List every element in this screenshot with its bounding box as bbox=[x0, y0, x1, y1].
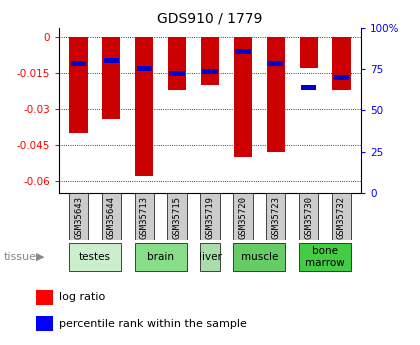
Bar bbox=[168, 37, 186, 90]
Bar bbox=[69, 37, 87, 133]
FancyBboxPatch shape bbox=[69, 243, 121, 271]
Text: bone
marrow: bone marrow bbox=[305, 246, 345, 268]
FancyBboxPatch shape bbox=[200, 243, 220, 271]
Text: GSM35730: GSM35730 bbox=[304, 196, 313, 238]
Bar bbox=[102, 37, 121, 119]
FancyBboxPatch shape bbox=[168, 193, 187, 240]
Text: GSM35720: GSM35720 bbox=[239, 196, 247, 238]
Bar bbox=[234, 37, 252, 157]
Bar bbox=[71, 61, 86, 66]
Text: GSM35715: GSM35715 bbox=[173, 196, 181, 238]
Text: GSM35719: GSM35719 bbox=[205, 196, 215, 238]
Bar bbox=[201, 37, 219, 85]
FancyBboxPatch shape bbox=[134, 193, 154, 240]
Bar bbox=[235, 49, 251, 54]
Bar bbox=[104, 58, 119, 63]
Bar bbox=[268, 61, 284, 66]
Bar bbox=[202, 69, 218, 74]
Bar bbox=[36, 289, 53, 305]
Text: brain: brain bbox=[147, 252, 174, 262]
FancyBboxPatch shape bbox=[200, 193, 220, 240]
Text: testes: testes bbox=[79, 252, 111, 262]
Text: log ratio: log ratio bbox=[59, 292, 105, 302]
Bar bbox=[267, 37, 285, 152]
Bar bbox=[135, 37, 153, 176]
Text: GSM35643: GSM35643 bbox=[74, 196, 83, 238]
FancyBboxPatch shape bbox=[233, 243, 286, 271]
Bar bbox=[136, 67, 152, 71]
Text: ▶: ▶ bbox=[36, 252, 44, 262]
Text: GSM35644: GSM35644 bbox=[107, 196, 116, 238]
Text: muscle: muscle bbox=[241, 252, 278, 262]
Bar bbox=[299, 37, 318, 68]
Text: tissue: tissue bbox=[4, 252, 37, 262]
FancyBboxPatch shape bbox=[102, 193, 121, 240]
Bar bbox=[169, 71, 185, 76]
FancyBboxPatch shape bbox=[233, 193, 252, 240]
Bar bbox=[334, 75, 349, 80]
Bar bbox=[36, 316, 53, 332]
FancyBboxPatch shape bbox=[69, 193, 88, 240]
Title: GDS910 / 1779: GDS910 / 1779 bbox=[158, 11, 262, 25]
Text: GSM35732: GSM35732 bbox=[337, 196, 346, 238]
Bar bbox=[333, 37, 351, 90]
FancyBboxPatch shape bbox=[266, 193, 286, 240]
Text: GSM35713: GSM35713 bbox=[140, 196, 149, 238]
Text: percentile rank within the sample: percentile rank within the sample bbox=[59, 319, 247, 329]
FancyBboxPatch shape bbox=[299, 193, 318, 240]
Text: GSM35723: GSM35723 bbox=[271, 196, 280, 238]
FancyBboxPatch shape bbox=[134, 243, 187, 271]
Text: liver: liver bbox=[199, 252, 221, 262]
Bar bbox=[301, 85, 316, 90]
FancyBboxPatch shape bbox=[332, 193, 351, 240]
FancyBboxPatch shape bbox=[299, 243, 351, 271]
